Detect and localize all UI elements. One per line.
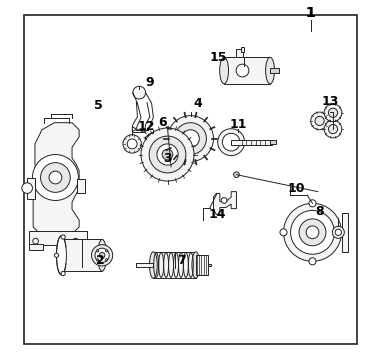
Circle shape	[95, 248, 109, 262]
Circle shape	[280, 229, 287, 236]
Text: 1: 1	[306, 6, 315, 20]
Circle shape	[157, 144, 178, 165]
Circle shape	[332, 226, 344, 238]
Circle shape	[106, 259, 108, 261]
Bar	[148, 136, 171, 141]
Circle shape	[40, 163, 70, 192]
Text: 7: 7	[177, 254, 186, 267]
Circle shape	[174, 123, 207, 154]
Ellipse shape	[220, 57, 229, 84]
Circle shape	[218, 129, 245, 155]
Circle shape	[49, 171, 62, 184]
Ellipse shape	[149, 252, 157, 278]
Circle shape	[182, 130, 199, 147]
Circle shape	[96, 250, 99, 252]
Circle shape	[96, 259, 99, 261]
Circle shape	[328, 125, 338, 133]
Text: 14: 14	[208, 208, 226, 221]
Bar	[270, 68, 279, 73]
Circle shape	[306, 226, 319, 239]
Circle shape	[149, 136, 186, 173]
Text: 1: 1	[306, 6, 315, 20]
Circle shape	[168, 116, 213, 162]
Circle shape	[33, 238, 38, 244]
Circle shape	[32, 154, 78, 201]
Text: 15: 15	[210, 51, 227, 64]
Bar	[224, 57, 270, 84]
Bar	[27, 178, 35, 199]
Circle shape	[221, 198, 227, 203]
Text: 11: 11	[229, 118, 247, 131]
Text: 10: 10	[288, 182, 305, 195]
Circle shape	[291, 211, 335, 254]
Bar	[136, 263, 154, 267]
Circle shape	[99, 252, 105, 258]
Circle shape	[223, 133, 240, 151]
Circle shape	[324, 104, 342, 122]
Circle shape	[141, 128, 194, 181]
Circle shape	[309, 200, 316, 207]
Text: 5: 5	[94, 98, 103, 111]
Circle shape	[61, 235, 65, 239]
Bar	[29, 231, 87, 245]
Ellipse shape	[192, 252, 200, 278]
Bar	[231, 140, 272, 144]
Bar	[61, 239, 102, 271]
Text: 8: 8	[315, 204, 324, 218]
Text: 13: 13	[322, 95, 339, 108]
Circle shape	[127, 139, 137, 149]
Text: 2: 2	[96, 254, 105, 267]
Bar	[237, 49, 243, 57]
Text: 3: 3	[163, 152, 172, 165]
Circle shape	[299, 219, 326, 246]
Bar	[29, 244, 43, 250]
Ellipse shape	[266, 57, 274, 84]
Ellipse shape	[145, 136, 151, 141]
Circle shape	[236, 64, 249, 77]
Text: 6: 6	[158, 116, 166, 129]
Circle shape	[54, 253, 59, 257]
Circle shape	[73, 238, 78, 244]
Circle shape	[133, 86, 146, 99]
Text: 12: 12	[138, 120, 155, 133]
Circle shape	[123, 135, 141, 153]
Circle shape	[283, 203, 341, 261]
Bar	[154, 252, 196, 278]
Bar	[77, 179, 85, 193]
Bar	[342, 213, 348, 252]
Text: 9: 9	[146, 76, 154, 88]
Circle shape	[106, 250, 108, 252]
Ellipse shape	[98, 239, 107, 271]
Bar	[270, 140, 277, 144]
Circle shape	[328, 108, 338, 118]
Bar	[208, 264, 211, 267]
Ellipse shape	[56, 236, 66, 275]
Circle shape	[315, 116, 324, 126]
Circle shape	[61, 272, 65, 276]
Bar	[241, 47, 244, 52]
Bar	[196, 255, 208, 275]
Circle shape	[311, 112, 328, 130]
Circle shape	[338, 229, 345, 236]
Text: 4: 4	[193, 97, 202, 110]
Bar	[69, 244, 86, 250]
Circle shape	[22, 183, 32, 193]
Circle shape	[335, 229, 341, 235]
Circle shape	[162, 149, 173, 160]
Circle shape	[309, 258, 316, 265]
Circle shape	[324, 120, 342, 138]
Polygon shape	[33, 123, 79, 234]
Circle shape	[91, 245, 113, 266]
Polygon shape	[213, 192, 237, 215]
Circle shape	[234, 172, 239, 178]
